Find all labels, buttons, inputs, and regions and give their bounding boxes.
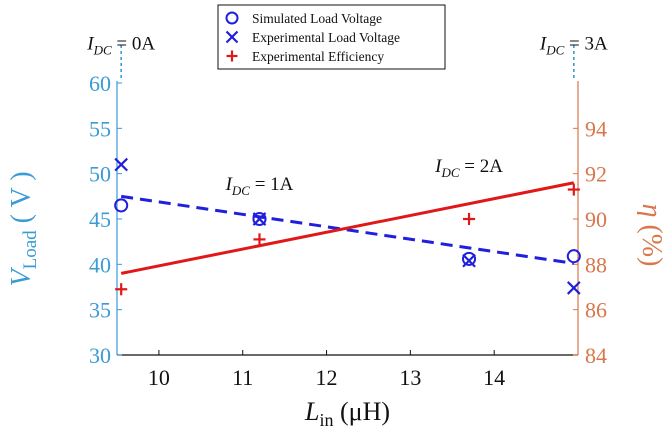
idc-annotation: IDC = 1A: [225, 174, 294, 198]
markers-layer: [114, 157, 581, 296]
point-x: [252, 212, 267, 226]
legend-marker-circle: [225, 11, 239, 25]
y-right-tick-label: 84: [585, 343, 607, 368]
annotations-layer: IDC = 0A IDC = 1A IDC = 2A IDC = 3A: [86, 33, 608, 198]
point-plus: [253, 233, 266, 246]
y-left-tick-label: 50: [89, 162, 111, 187]
x-tick-label: 14: [483, 365, 505, 390]
point-circle: [461, 251, 477, 266]
point-x: [114, 157, 129, 172]
legend-marker-plus: [226, 50, 238, 62]
y-left-tick-label: 45: [89, 207, 111, 232]
legend-label: Simulated Load Voltage: [252, 11, 382, 26]
point-circle: [252, 211, 267, 227]
point-x-stroke: [114, 157, 129, 172]
x-tick-label: 10: [148, 365, 170, 390]
y-left-tick-label: 60: [89, 71, 111, 96]
point-x: [462, 253, 476, 268]
idc-annotation: IDC = 3A: [539, 33, 608, 57]
x-tick-label: 11: [232, 365, 253, 390]
y-right-tick-label: 90: [585, 207, 607, 232]
y-left-tick-label: 40: [89, 252, 111, 277]
y-left-tick-label: 55: [89, 116, 111, 141]
point-x-stroke: [252, 212, 267, 226]
x-tick-label: 12: [316, 365, 338, 390]
point-plus: [567, 183, 580, 196]
point-plus: [462, 212, 476, 226]
legend: Simulated Load Voltage Experimental Load …: [217, 4, 446, 70]
point-plus: [115, 283, 128, 296]
point-circle: [114, 198, 129, 213]
legend-label: Experimental Efficiency: [252, 49, 384, 64]
y-left-tick-label: 35: [89, 298, 111, 323]
legend-label: Experimental Load Voltage: [252, 30, 400, 45]
voltage-fit-line: [120, 194, 575, 265]
y-axis-right-label: η (%): [636, 204, 663, 267]
x-axis-label: Lin (μH): [304, 397, 390, 430]
y-left-tick-label: 30: [89, 343, 111, 368]
y-right-tick-label: 88: [585, 252, 607, 277]
point-x-stroke: [462, 253, 476, 268]
efficiency-fit-line: [120, 181, 575, 275]
y-axis-left-label: VLoad ( V ): [6, 171, 41, 286]
fit-lines-layer: [120, 181, 575, 275]
x-tick-label: 13: [399, 365, 421, 390]
point-circle: [566, 249, 581, 264]
axes-layer: 30 35 40 45 50 55 60 84 86 88 90 92 94 10 11 12 13 14 Lin …: [6, 45, 663, 430]
legend-marker-x: [225, 30, 239, 44]
legend-marker-x-stroke: [225, 30, 239, 44]
y-right-tick-label: 86: [585, 298, 607, 323]
point-x-stroke: [566, 281, 581, 295]
y-right-tick-label: 92: [585, 162, 607, 187]
point-x: [566, 281, 581, 295]
idc-annotation: IDC = 2A: [434, 156, 503, 180]
y-right-tick-label: 94: [585, 116, 607, 141]
legend-box: [217, 4, 446, 70]
idc-annotation: IDC = 0A: [86, 33, 155, 57]
